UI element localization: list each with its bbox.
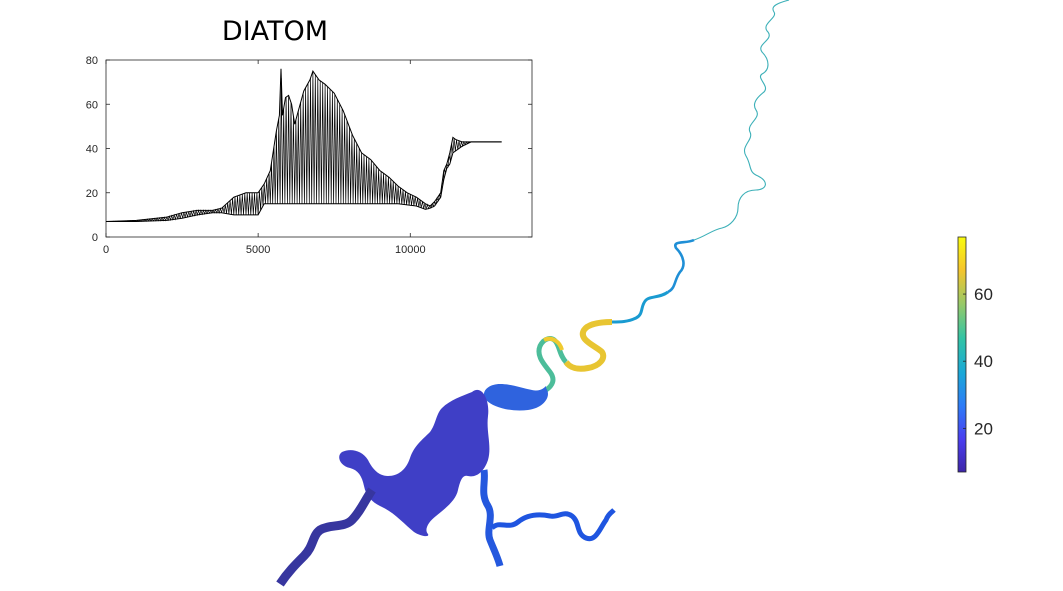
river-transition-meander (536, 336, 568, 393)
inset-line-chart: DIATOM 0 5000 10000 0 20 40 60 80 (86, 16, 533, 256)
river-upstream-thin (693, 0, 790, 241)
series-line-lower (106, 141, 502, 222)
series-line-upper (105, 68, 502, 222)
river-yellow-hook (543, 336, 564, 351)
colorbar-tick-label: 20 (974, 419, 993, 438)
river-high-meander (563, 319, 613, 372)
y-tick-label: 40 (86, 144, 98, 156)
colorbar-tick-label: 60 (974, 285, 993, 304)
y-tick-label: 60 (86, 99, 98, 111)
y-tick-label: 0 (92, 232, 98, 244)
river-lower-loop (483, 384, 548, 411)
chart-title: DIATOM (222, 16, 328, 47)
colorbar: 20 40 60 (957, 236, 993, 473)
x-tick-label: 0 (103, 244, 109, 256)
estuary-body (339, 389, 490, 537)
river-concentration-map (276, 0, 790, 587)
estuary-east-channel (490, 508, 616, 542)
estuary-west-channel (276, 487, 376, 587)
river-upper-mid (667, 238, 695, 294)
y-tick-label: 20 (86, 188, 98, 200)
plot-area (105, 59, 533, 238)
colorbar-tick-label: 40 (974, 352, 993, 371)
x-tick-label: 5000 (246, 244, 270, 256)
y-tick-label: 80 (86, 55, 98, 67)
colorbar-gradient (957, 236, 967, 473)
x-tick-label: 10000 (395, 244, 426, 256)
river-mid-section (611, 290, 669, 324)
estuary-south-channel (480, 469, 504, 567)
